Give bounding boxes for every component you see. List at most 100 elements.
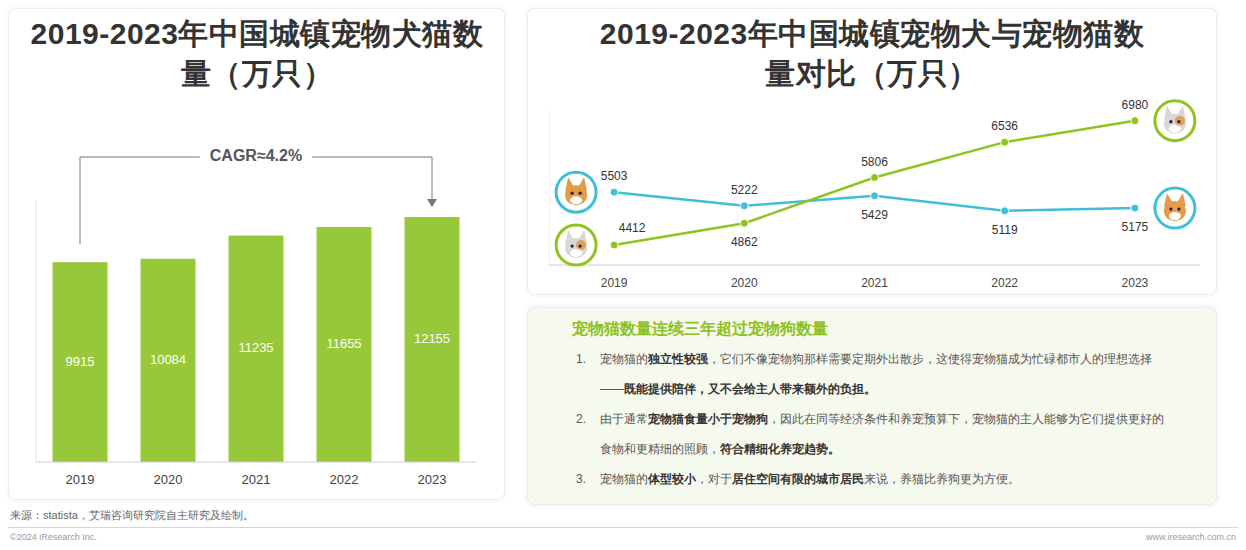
item-text: 宠物猫的 xyxy=(600,352,648,366)
icon-muzzle xyxy=(570,249,582,257)
point xyxy=(1001,138,1009,146)
y-axis-line xyxy=(36,200,37,462)
x-tick-label: 2022 xyxy=(991,276,1018,290)
icon-eye xyxy=(1177,207,1180,210)
icon-eye xyxy=(1169,120,1172,123)
chart-title: 2019-2023年中国城镇宠物犬与宠物猫数量对比（万只） xyxy=(597,14,1147,94)
annotation-arrow xyxy=(427,199,437,207)
point xyxy=(610,241,618,249)
data-label: 10084 xyxy=(150,352,186,367)
icon-face xyxy=(565,238,587,258)
text-panel: 宠物猫数量连续三年超过宠物狗数量1.宠物猫的独立性较强，它们不像宠物狗那样需要定… xyxy=(572,316,1172,494)
bars xyxy=(53,217,460,462)
item-emphasis: 既能提供陪伴，又不会给主人带来额外的负担。 xyxy=(624,382,876,396)
data-label: 12155 xyxy=(414,331,450,346)
data-label: 11655 xyxy=(326,336,361,351)
x-axis-line xyxy=(36,462,476,463)
point xyxy=(1001,207,1009,215)
icon-ring xyxy=(1155,188,1195,228)
source-note: 来源：statista，艾瑞咨询研究院自主研究及绘制。 xyxy=(10,508,254,523)
x-tick-label: 2020 xyxy=(154,472,183,487)
data-label: 4412 xyxy=(619,221,646,235)
y-axis-line xyxy=(549,110,550,265)
lines xyxy=(610,117,1139,249)
item-text: 来说，养猫比养狗更为方便。 xyxy=(864,472,1020,486)
x-tick-label: 2021 xyxy=(242,472,271,487)
data-label: 5429 xyxy=(861,208,888,222)
item-emphasis: 符合精细化养宠趋势。 xyxy=(720,442,840,456)
icon-muzzle xyxy=(1169,125,1181,133)
point xyxy=(740,202,748,210)
point xyxy=(740,219,748,227)
item-text: 宠物猫的 xyxy=(600,472,648,486)
data-label: 5222 xyxy=(731,183,758,197)
copyright: ©2024 iResearch Inc. xyxy=(10,532,97,542)
panel-item: 2.由于通常宠物猫食量小于宠物狗，因此在同等经济条件和养宠预算下，宠物猫的主人能… xyxy=(572,404,1167,464)
x-tick-label: 2022 xyxy=(330,472,359,487)
icon-eye xyxy=(1177,120,1180,123)
item-number: 3. xyxy=(576,464,586,494)
icon-ring xyxy=(556,172,596,212)
icon-muzzle xyxy=(1169,212,1181,220)
icon-eye xyxy=(579,244,582,247)
icon-eye xyxy=(571,244,574,247)
item-text: ，对于 xyxy=(696,472,732,486)
data-label: 5119 xyxy=(992,223,1018,237)
icon-patch xyxy=(1175,116,1185,126)
series-icon xyxy=(556,172,596,212)
point xyxy=(610,188,618,196)
icon-eye xyxy=(1169,207,1172,210)
x-tick-label: 2019 xyxy=(601,276,628,290)
series-icon xyxy=(1155,101,1195,141)
data-label: 9915 xyxy=(66,354,95,369)
icon-face xyxy=(1164,114,1186,134)
icon-face xyxy=(1164,201,1186,221)
icon-patch xyxy=(576,240,586,250)
series-icon xyxy=(1155,188,1195,228)
data-label: 4862 xyxy=(731,235,758,249)
panel-item: 1.宠物猫的独立性较强，它们不像宠物狗那样需要定期外出散步，这使得宠物猫成为忙碌… xyxy=(572,344,1167,404)
item-emphasis: 宠物猫食量小于宠物狗 xyxy=(648,412,768,426)
icon-eye xyxy=(571,192,574,195)
item-emphasis: 独立性较强 xyxy=(648,352,708,366)
annotation: CAGR≈4.2% xyxy=(210,147,302,164)
x-axis-line xyxy=(549,265,1200,266)
icon-ring xyxy=(556,225,596,265)
item-emphasis: 居住空间有限的城市居民 xyxy=(732,472,864,486)
series-icon xyxy=(556,225,596,265)
data-label: 5503 xyxy=(601,169,628,183)
annotation-bracket xyxy=(80,157,432,244)
footer-rule xyxy=(8,527,1238,528)
x-tick-label: 2021 xyxy=(861,276,888,290)
item-number: 1. xyxy=(576,344,586,374)
icon-muzzle xyxy=(570,196,582,204)
bar xyxy=(141,259,196,462)
data-label: 6980 xyxy=(1122,98,1149,112)
icon-eye xyxy=(579,192,582,195)
panel-item: 3. 宠物猫的体型较小，对于居住空间有限的城市居民来说，养猫比养狗更为方便。 xyxy=(572,464,1167,494)
panel-title: 宠物猫数量连续三年超过宠物狗数量 xyxy=(572,316,1172,342)
item-text: 由于通常 xyxy=(600,412,648,426)
icon-face xyxy=(565,185,587,205)
bar xyxy=(317,227,372,462)
point xyxy=(1131,204,1139,212)
right-top-card xyxy=(527,8,1217,295)
bar xyxy=(53,262,108,462)
website: www.iresearch.com.cn xyxy=(1146,532,1236,542)
point xyxy=(871,174,879,182)
chart-title: 2019-2023年中国城镇宠物犬猫数量（万只） xyxy=(28,14,486,94)
series-line xyxy=(614,121,1135,245)
bar xyxy=(229,236,284,462)
x-tick-label: 2019 xyxy=(66,472,95,487)
icon-ring xyxy=(1155,101,1195,141)
x-tick-label: 2020 xyxy=(731,276,758,290)
item-number: 2. xyxy=(576,404,586,434)
data-label: 5806 xyxy=(861,155,888,169)
item-emphasis: 体型较小 xyxy=(648,472,696,486)
point xyxy=(1131,117,1139,125)
point xyxy=(871,192,879,200)
bar xyxy=(405,217,460,462)
data-label: 5175 xyxy=(1122,220,1149,234)
x-tick-label: 2023 xyxy=(1122,276,1149,290)
data-label: 6536 xyxy=(991,119,1018,133)
